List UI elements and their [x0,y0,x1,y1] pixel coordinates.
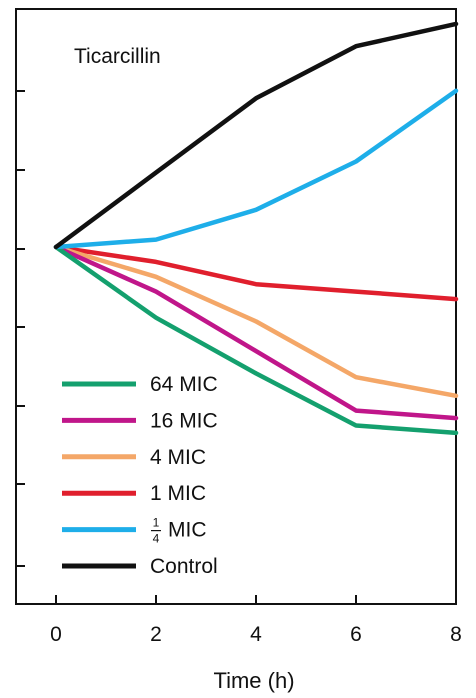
legend-label-1: 16 MIC [150,409,218,432]
legend-label-0: 64 MIC [150,373,218,396]
legend-fraction-denominator: 4 [153,532,160,546]
legend-label-4: MIC [168,519,207,542]
chart-title: Ticarcillin [74,45,161,68]
legend-label-3: 1 MIC [150,482,206,505]
x-axis-ticks [55,595,457,604]
series-line-4 [53,88,459,250]
x-tick-label-2: 4 [250,623,262,646]
x-tick-label-1: 2 [150,623,162,646]
y-axis-ticks [16,90,25,567]
series-line-0 [53,244,459,436]
legend: 64 MIC 16 MIC 4 MIC 1 MIC 1 4 MIC Control [62,373,218,578]
x-tick-label-4: 8 [450,623,462,646]
x-tick-label-3: 6 [350,623,362,646]
plot-frame [15,8,457,605]
series-line-1 [53,244,459,421]
legend-fraction-numerator: 1 [153,516,160,530]
series-lines [53,21,459,436]
series-line-2 [53,244,459,399]
series-line-3 [53,244,459,302]
x-axis-tick-labels: 0 2 4 6 8 [50,623,462,646]
x-tick-label-0: 0 [50,623,62,646]
legend-label-5: Control [150,555,218,578]
legend-label-2: 4 MIC [150,446,206,469]
x-axis-title: Time (h) [213,668,294,693]
series-line-5 [53,21,459,250]
